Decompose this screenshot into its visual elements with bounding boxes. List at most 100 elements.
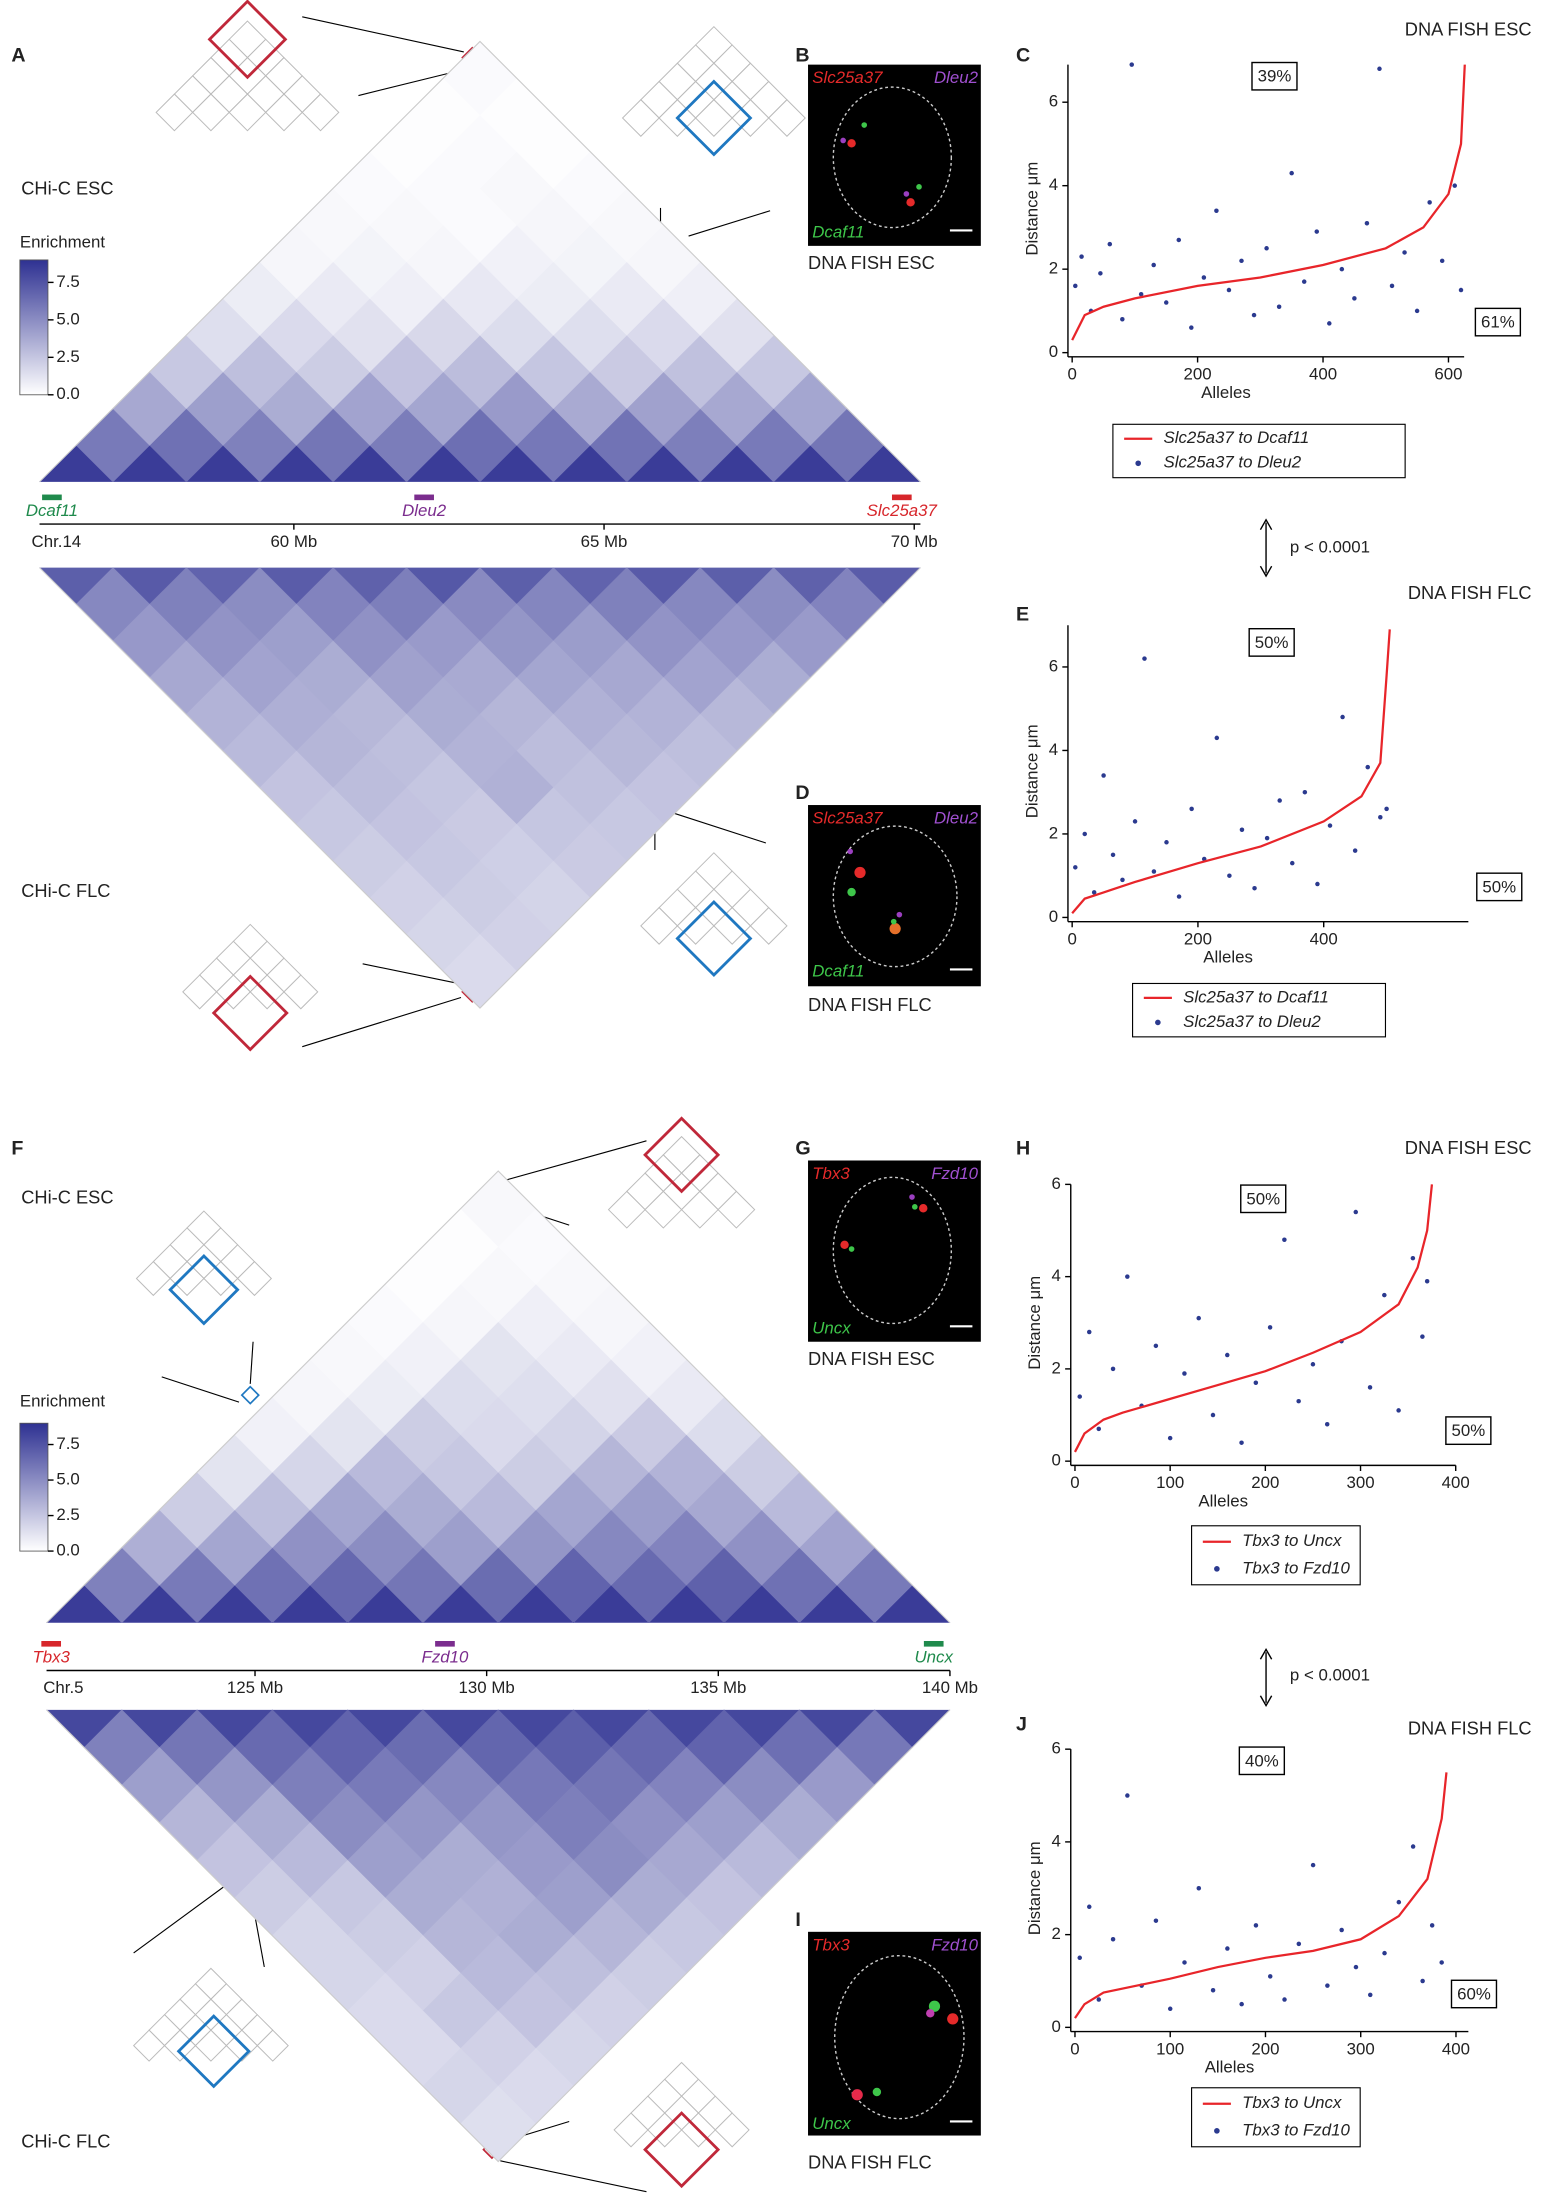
colorbar-tick-label: 7.5 <box>56 1434 79 1453</box>
annotation: 50% <box>1482 877 1516 896</box>
point <box>1340 267 1344 271</box>
x-tick-label: 0 <box>1070 1473 1079 1492</box>
panel-letter: A <box>11 44 25 66</box>
x-tick-label: 400 <box>1442 1473 1470 1492</box>
panel-letter: J <box>1016 1713 1027 1735</box>
annotation: 50% <box>1452 1421 1486 1440</box>
point <box>1325 1983 1329 1987</box>
x-tick-label: 200 <box>1251 1473 1279 1492</box>
x-tick-label: 200 <box>1251 2039 1279 2058</box>
chart-title: DNA FISH ESC <box>1405 19 1532 40</box>
point <box>1077 1956 1081 1960</box>
point <box>1282 1237 1286 1241</box>
x-tick-label: 300 <box>1347 2039 1375 2058</box>
point <box>1354 1965 1358 1969</box>
panel-letter: B <box>795 44 809 66</box>
point <box>1087 1330 1091 1334</box>
panel-letter: D <box>795 782 809 804</box>
colorbar-tick-label: 5.0 <box>56 1469 79 1488</box>
annotation: 61% <box>1481 313 1515 332</box>
point <box>1439 1960 1443 1964</box>
colorbar-tick-label: 2.5 <box>56 347 79 366</box>
flc-map <box>40 531 921 1008</box>
point <box>1097 1997 1101 2001</box>
point <box>1452 183 1456 187</box>
point <box>1168 1436 1172 1440</box>
colorbar-tick-label: 0.0 <box>56 1541 79 1560</box>
curve <box>1072 629 1390 913</box>
point <box>1427 200 1431 204</box>
point <box>1189 807 1193 811</box>
point <box>1239 259 1243 263</box>
x-tick-label: 400 <box>1309 365 1337 384</box>
probe-label: Dcaf11 <box>812 962 864 981</box>
legend-label: Slc25a37 to Dcaf11 <box>1183 987 1329 1006</box>
annotation: 60% <box>1457 1984 1491 2003</box>
legend-swatch <box>1214 1566 1220 1572</box>
gene-label: Dcaf11 <box>26 501 78 520</box>
point <box>1240 828 1244 832</box>
point <box>1125 1793 1129 1797</box>
point <box>1164 300 1168 304</box>
x-tick-label: 125 Mb <box>227 1678 283 1697</box>
probe-label: Fzd10 <box>931 1164 978 1183</box>
annotation: 50% <box>1246 1189 1280 1208</box>
connector <box>670 812 766 843</box>
probe-label: Tbx3 <box>812 1164 850 1183</box>
legend-label: Tbx3 to Uncx <box>1242 1531 1342 1550</box>
point <box>1277 798 1281 802</box>
x-axis-label: Alleles <box>1198 1491 1248 1510</box>
highlight <box>242 1387 259 1404</box>
probe-label: Slc25a37 <box>812 68 883 87</box>
caption: DNA FISH ESC <box>808 1348 935 1369</box>
point <box>1420 1979 1424 1983</box>
gene-bar <box>41 1641 61 1647</box>
panel-letter: F <box>11 1137 23 1159</box>
legend-label: Slc25a37 to Dcaf11 <box>1163 428 1309 447</box>
gene-bar <box>924 1641 944 1647</box>
point <box>1377 67 1381 71</box>
colorbar-tick-label: 7.5 <box>56 272 79 291</box>
y-tick-label: 2 <box>1052 1358 1061 1377</box>
axis-label: Chr.5 <box>43 1678 83 1697</box>
x-tick-label: 65 Mb <box>581 532 628 551</box>
point <box>1368 1993 1372 1997</box>
point <box>1402 250 1406 254</box>
chart-title: DNA FISH ESC <box>1405 1137 1532 1158</box>
point <box>1073 284 1077 288</box>
p-value: p < 0.0001 <box>1290 537 1370 556</box>
point <box>1225 1353 1229 1357</box>
point <box>1352 296 1356 300</box>
connector <box>302 17 464 52</box>
point <box>1252 886 1256 890</box>
point <box>1254 1380 1258 1384</box>
colorbar-tick-label: 0.0 <box>56 384 79 403</box>
x-axis-label: Alleles <box>1205 2058 1255 2077</box>
y-axis-label: Distance μm <box>1022 724 1041 818</box>
legend-swatch <box>1135 460 1141 466</box>
point <box>1182 1371 1186 1375</box>
x-tick-label: 100 <box>1156 2039 1184 2058</box>
annotation: 39% <box>1258 67 1292 86</box>
panel-letter: H <box>1016 1137 1030 1159</box>
x-tick-label: 400 <box>1310 929 1338 948</box>
point <box>1098 271 1102 275</box>
point <box>1353 848 1357 852</box>
connector <box>500 1141 646 1182</box>
page: {"chart_data": [ {"type": "heatmap", "le… <box>0 0 1543 2210</box>
y-axis-label: Distance μm <box>1025 1841 1044 1935</box>
point <box>1296 1399 1300 1403</box>
fish-image-d: D Slc25a37 Dleu2 Dcaf11 DNA FISH FLC <box>795 782 980 1015</box>
probe-label: Dleu2 <box>934 809 979 828</box>
legend-label: Tbx3 to Fzd10 <box>1242 1558 1350 1577</box>
point <box>1365 765 1369 769</box>
point <box>1120 878 1124 882</box>
point <box>1303 790 1307 794</box>
y-tick-label: 0 <box>1052 1451 1061 1470</box>
curve <box>1075 1772 1446 2018</box>
point <box>1154 1344 1158 1348</box>
colorbar <box>20 1423 48 1551</box>
point <box>1420 1334 1424 1338</box>
y-tick-label: 0 <box>1049 907 1058 926</box>
axis-label: Chr.14 <box>32 532 82 551</box>
